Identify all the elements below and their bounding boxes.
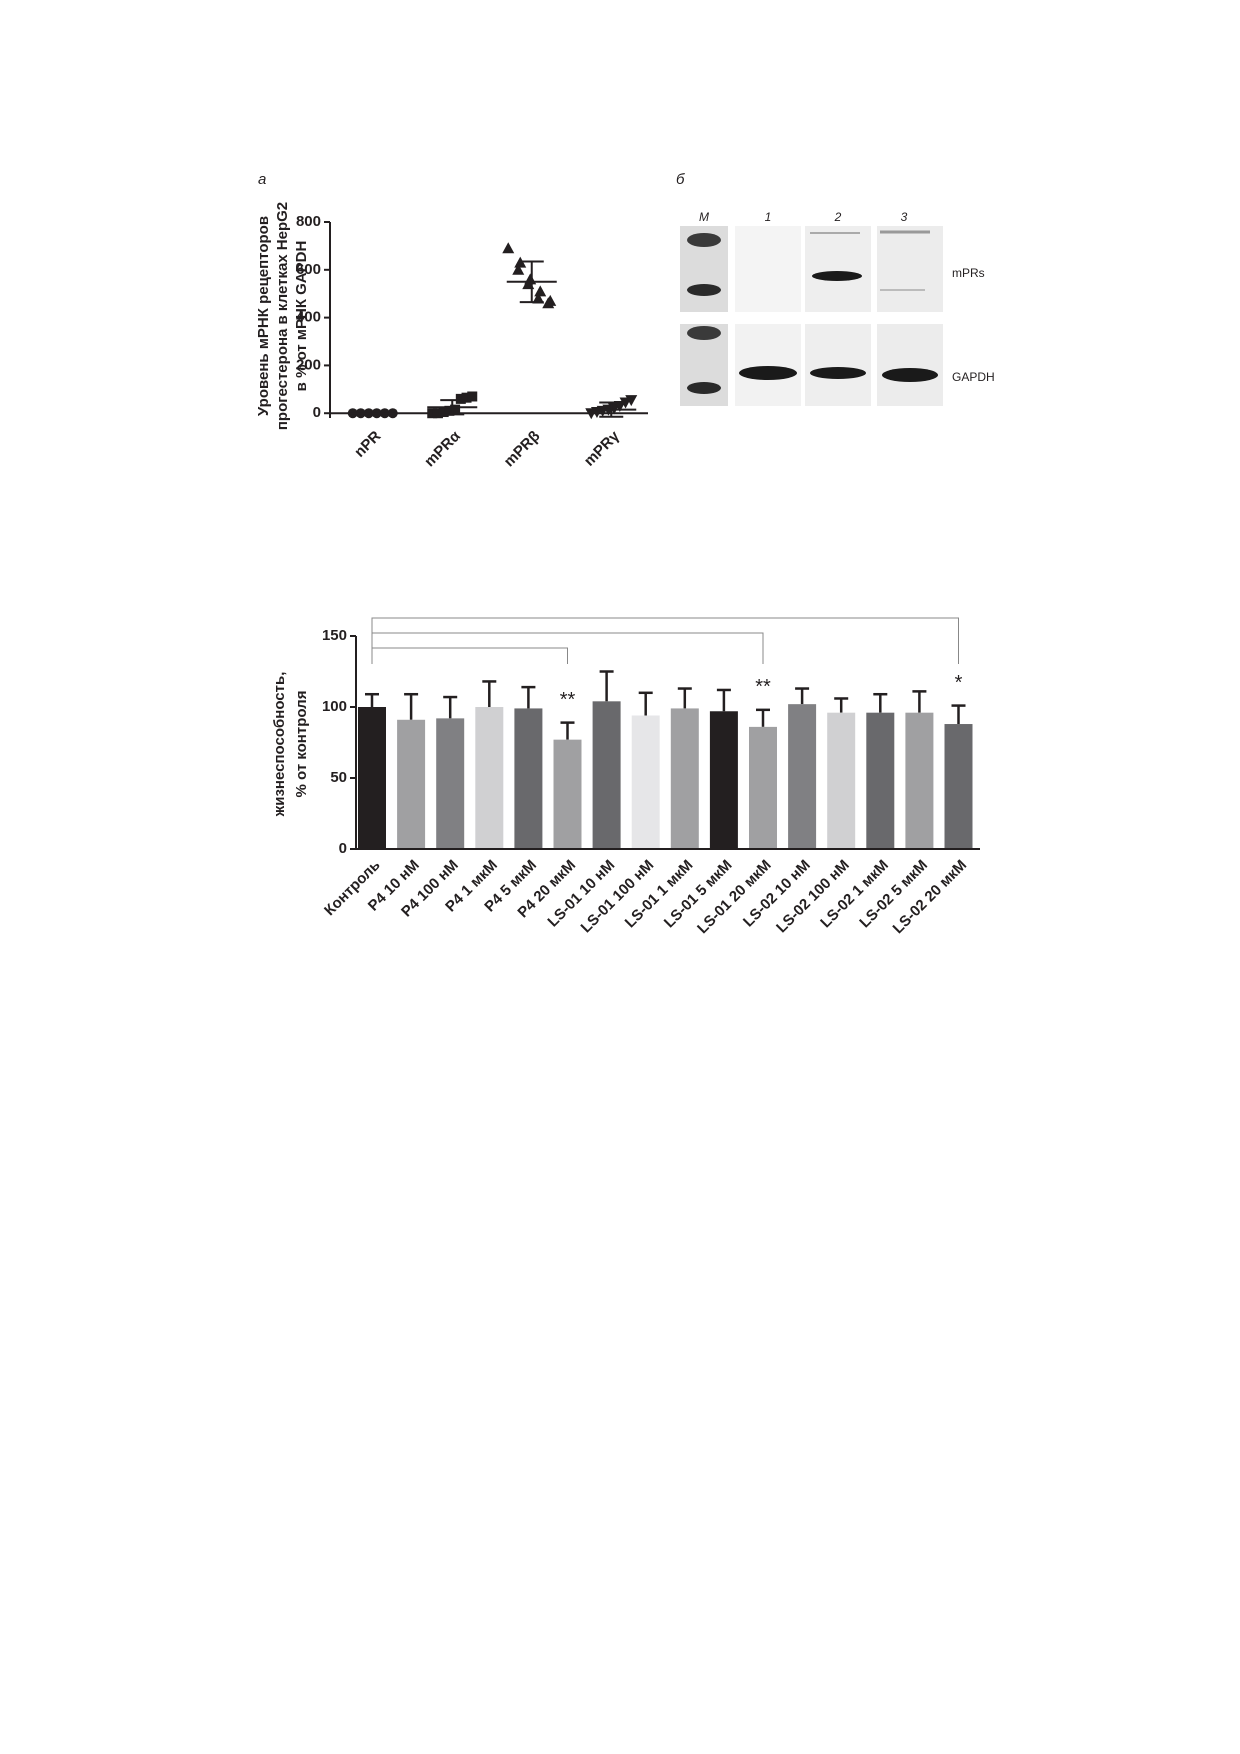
bar [397,719,426,849]
y-axis-label: % от контроля [293,691,310,798]
bracket [371,617,959,664]
point [502,242,515,254]
lane-label: 1 [765,210,772,224]
y-tick-label: 600 [296,261,321,278]
point [512,263,525,275]
y-tick-label: 100 [322,698,347,715]
point [450,404,461,415]
point [444,405,455,416]
y-axis-label: прогестерона в клетках HepG2 [274,202,291,430]
bar [475,707,504,849]
point [427,408,438,419]
y-tick-label: 50 [330,769,347,786]
bar [592,701,621,849]
point [467,391,478,402]
point [625,395,638,407]
band-label: mPRs [952,266,985,280]
significance-label: ** [755,676,771,698]
panel-label: б [676,171,685,188]
panel-label: а [258,171,266,188]
y-tick-label: 0 [313,404,321,421]
point [455,393,466,404]
bar [553,739,582,849]
blot-image [680,226,943,406]
y-axis-label: в % от мРНК GAPDH [293,241,310,392]
y-tick-label: 800 [296,213,321,230]
error-bar [440,399,465,416]
lane-label: M [699,210,709,224]
bar [749,726,777,849]
bar [709,711,738,849]
point [532,292,545,304]
blot-lane-labels: M 1 2 3 mPRs GAPDH [699,210,995,384]
point [432,408,443,419]
band-label: GAPDH [952,370,995,384]
y-tick-label: 200 [296,356,321,373]
bar [358,707,386,849]
y-axis-label: жизнеспособность, [271,672,288,818]
point [438,407,449,418]
y-tick-label: 400 [296,309,321,326]
significance-label: ** [560,689,576,711]
bar [514,708,543,849]
bar [944,724,973,849]
bar [631,715,660,849]
bar [436,718,465,849]
bar [905,712,934,849]
point [461,392,472,403]
y-tick-label: 150 [322,627,347,644]
y-axis-label: Уровень мРНК рецепторов [255,216,272,416]
bar [788,704,817,849]
point [542,297,555,309]
bar [670,708,699,849]
point [534,285,547,297]
significance-label: * [955,672,963,694]
bar [866,712,895,849]
lane-label: 2 [834,210,842,224]
error-bar [519,260,544,304]
error-bar [599,401,624,418]
y-tick-label: 0 [339,840,347,857]
point [613,401,626,413]
lane-label: 3 [901,210,908,224]
bar [827,712,856,849]
dot-chart: 0 200 400 600 800 Уровень мРНК рецепторов прог… [255,202,648,470]
